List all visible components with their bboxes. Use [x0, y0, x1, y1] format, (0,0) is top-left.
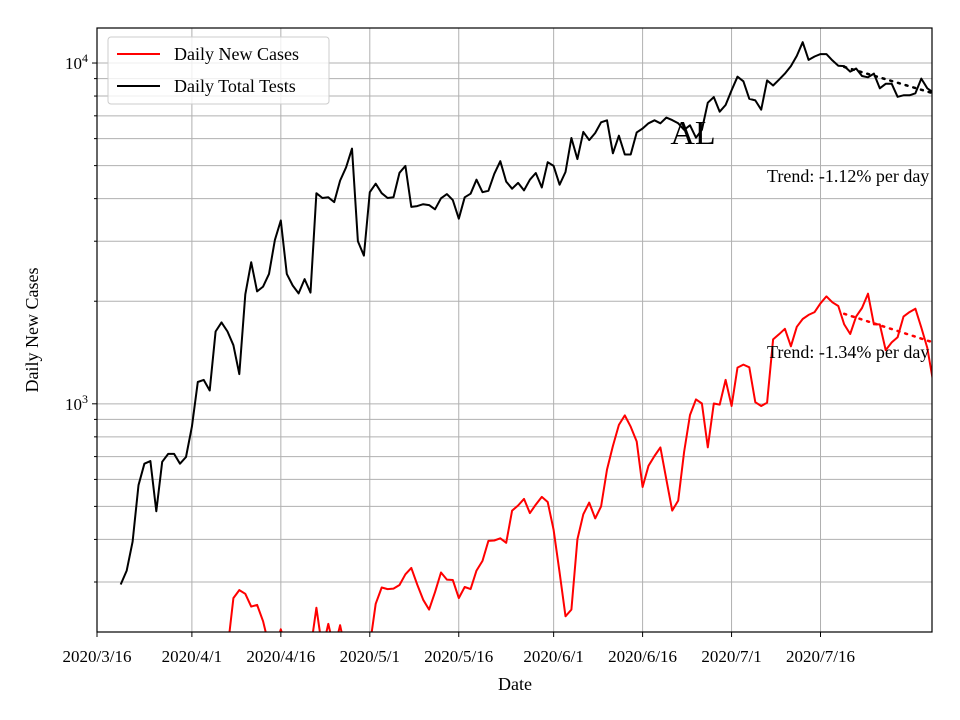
x-axis-label: Date — [498, 674, 532, 694]
x-tick-label: 2020/5/16 — [424, 647, 493, 666]
y-tick-label-base: 10 — [65, 395, 82, 414]
y-axis-label: Daily New Cases — [22, 268, 42, 393]
state-annotation: AL — [670, 115, 715, 152]
y-tick-label-base: 10 — [65, 54, 82, 73]
x-tick-label: 2020/7/1 — [701, 647, 761, 666]
trend-label-tests: Trend: -1.12% per day — [767, 166, 929, 186]
x-tick-label: 2020/6/1 — [523, 647, 583, 666]
x-tick-label: 2020/6/16 — [608, 647, 677, 666]
trend-line-cases — [842, 312, 932, 344]
x-tick-label: 2020/3/16 — [63, 647, 132, 666]
legend-frame — [107, 36, 330, 105]
y-tick-label: 103 — [65, 392, 88, 414]
x-tick-label: 2020/7/16 — [786, 647, 855, 666]
x-tick-label: 2020/5/1 — [340, 647, 400, 666]
ticks: 2020/3/16 2020/4/1 2020/4/16 2020/5/1 2020/5… — [63, 51, 855, 666]
y-tick-label-exponent: 3 — [82, 392, 88, 406]
series-line-daily-total-tests — [119, 41, 932, 585]
series-line-daily-new-cases — [228, 292, 932, 632]
series-layer — [119, 41, 932, 632]
trend-line-tests — [842, 65, 932, 95]
trend-label-cases: Trend: -1.34% per day — [767, 342, 929, 362]
x-tick-label: 2020/4/16 — [246, 647, 315, 666]
y-tick-label-exponent: 4 — [82, 51, 88, 65]
legend-label-tests: Daily Total Tests — [174, 76, 296, 96]
trend-layer — [842, 65, 932, 344]
legend-label-cases: Daily New Cases — [174, 44, 299, 64]
x-tick-label: 2020/4/1 — [162, 647, 222, 666]
y-tick-label: 104 — [65, 51, 88, 73]
legend: Daily New Cases Daily Total Tests — [107, 36, 330, 105]
plot-frame — [96, 27, 933, 633]
